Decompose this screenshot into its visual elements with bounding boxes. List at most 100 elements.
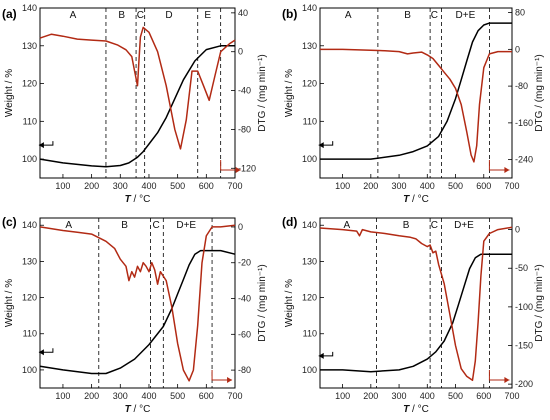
y-left-tick-label: 100 (22, 365, 37, 375)
weight-arrowhead-icon (38, 142, 44, 149)
x-tick-label: 100 (335, 391, 350, 401)
y-right-tick-label: -40 (238, 86, 251, 96)
region-label: A (345, 10, 352, 21)
y-right-tick-label: -150 (515, 341, 533, 351)
region-label: C (137, 10, 144, 21)
region-label: A (343, 220, 350, 231)
panel-label: (a) (2, 7, 17, 21)
y-left-tick-label: 140 (302, 220, 317, 230)
panel-label: (d) (282, 215, 297, 229)
x-axis-unit: / °C (409, 194, 429, 205)
y-right-tick-label: 0 (238, 47, 243, 57)
plot-frame (319, 7, 513, 179)
y-right-tick-label: -100 (515, 302, 533, 312)
region-label: C (153, 220, 160, 231)
region-label: C (431, 10, 438, 21)
y-left-tick-label: 110 (23, 329, 37, 339)
x-tick-label: 500 (448, 181, 463, 191)
y-right-tick-label: -20 (238, 258, 251, 268)
y-right-tick-label: 80 (515, 8, 525, 18)
dtg-arrow-icon (211, 370, 233, 381)
weight-arrowhead-icon (318, 352, 324, 359)
region-label: B (403, 220, 410, 231)
x-tick-label: 600 (199, 181, 214, 191)
dtg-arrowhead-icon (227, 377, 233, 383)
region-label: A (70, 10, 77, 21)
y-right-tick-label: -120 (238, 163, 256, 173)
x-tick-label: 400 (141, 391, 156, 401)
x-tick-label: 100 (335, 181, 350, 191)
x-tick-label: 100 (55, 391, 70, 401)
chart-panel-2: A B C D+E 100 200 300 400 500 600 700 100 110 120 130 1… (282, 3, 545, 205)
weight-arrowhead-icon (38, 349, 44, 356)
x-axis-unit: / °C (131, 404, 151, 415)
x-tick-label: 400 (420, 391, 435, 401)
dtg-series-line (39, 224, 236, 382)
panel-label: (c) (2, 215, 17, 229)
plot-frame (319, 217, 513, 389)
y-left-tick-label: 120 (22, 293, 37, 303)
x-tick-label: 700 (504, 391, 519, 401)
y-left-axis-title: Weight / % (284, 69, 295, 117)
x-tick-label: 500 (448, 391, 463, 401)
plot-frame (39, 7, 236, 179)
y-left-tick-label: 120 (302, 79, 317, 89)
x-tick-label: 300 (392, 181, 407, 191)
x-tick-label: 200 (84, 391, 99, 401)
x-tick-label: 500 (170, 391, 185, 401)
x-tick-label: 700 (504, 181, 519, 191)
y-left-tick-label: 110 (303, 116, 317, 126)
x-axis-title: T / °C (125, 404, 151, 415)
weight-arrowhead-icon (318, 142, 324, 149)
x-axis-unit: / °C (409, 404, 429, 415)
y-right-tick-label: -240 (515, 155, 533, 165)
y-left-tick-label: 100 (302, 365, 317, 375)
y-left-axis-title: Weight / % (4, 69, 15, 117)
y-left-axis-title: Weight / % (284, 279, 295, 327)
dtg-arrowhead-icon (235, 167, 241, 173)
region-label: C (431, 220, 438, 231)
y-right-tick-label: 0 (238, 222, 243, 232)
y-left-tick-label: 140 (22, 3, 37, 13)
y-left-axis-title: Weight / % (4, 279, 15, 327)
x-tick-label: 500 (170, 181, 185, 191)
region-label: D+E (456, 10, 476, 21)
dtg-arrow-icon (488, 370, 510, 381)
y-right-axis-title: DTG / (mg min⁻¹) (534, 264, 545, 342)
x-tick-label: 300 (113, 391, 128, 401)
chart-panel-4: A B C D+E 100 200 300 400 500 600 700 100 110 120 130 1… (282, 215, 545, 415)
y-left-tick-label: 130 (22, 256, 37, 266)
region-label: D (165, 10, 172, 21)
dtg-series-line (39, 26, 236, 150)
y-left-tick-label: 130 (302, 256, 317, 266)
weight-series-line (39, 45, 235, 168)
region-label: B (404, 10, 411, 21)
y-right-tick-label: -80 (515, 81, 528, 91)
y-right-tick-label: -40 (238, 294, 251, 304)
x-axis-unit: / °C (131, 194, 151, 205)
y-left-tick-label: 100 (22, 154, 37, 164)
dtg-arrowhead-icon (504, 377, 510, 383)
x-tick-label: 200 (363, 391, 378, 401)
y-right-tick-label: -80 (238, 365, 251, 375)
x-axis-title: T / °C (125, 194, 151, 205)
y-right-tick-label: -200 (515, 379, 533, 389)
y-left-tick-label: 130 (302, 41, 317, 51)
y-right-axis-title: DTG / (mg min⁻¹) (534, 54, 545, 132)
y-left-tick-label: 110 (303, 329, 317, 339)
region-label: D+E (454, 220, 474, 231)
x-tick-label: 400 (141, 181, 156, 191)
x-tick-label: 100 (55, 181, 70, 191)
y-left-tick-label: 100 (302, 154, 317, 164)
x-tick-label: 300 (392, 391, 407, 401)
y-right-tick-label: -50 (515, 263, 528, 273)
x-tick-label: 200 (84, 181, 99, 191)
x-tick-label: 200 (363, 181, 378, 191)
y-right-axis-title: DTG / (mg min⁻¹) (257, 54, 268, 132)
y-left-tick-label: 110 (23, 116, 37, 126)
y-right-tick-label: -60 (238, 329, 251, 339)
region-label: B (118, 10, 125, 21)
weight-series-line (320, 22, 512, 160)
